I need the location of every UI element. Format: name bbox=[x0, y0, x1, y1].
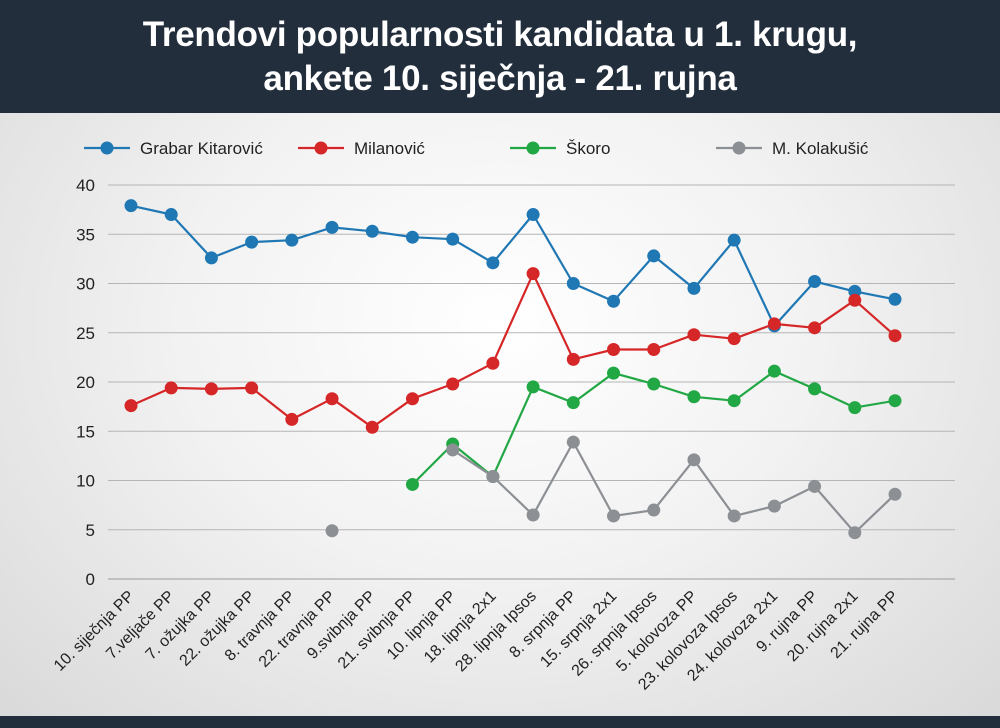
data-point-m-kolakusic bbox=[687, 453, 701, 467]
data-point-grabar-kitarovic bbox=[687, 281, 701, 295]
data-point-milanovic bbox=[848, 293, 862, 307]
data-point-milanovic bbox=[486, 356, 500, 370]
series-milanovic bbox=[124, 267, 902, 434]
data-point-skoro bbox=[647, 377, 661, 391]
data-point-grabar-kitarovic bbox=[405, 230, 419, 244]
data-point-milanovic bbox=[446, 377, 460, 391]
chart-header: Trendovi popularnosti kandidata u 1. kru… bbox=[0, 0, 1000, 113]
data-point-m-kolakusic bbox=[325, 524, 339, 538]
legend-item-skoro: Škoro bbox=[510, 139, 610, 158]
data-point-grabar-kitarovic bbox=[526, 208, 540, 222]
legend-item-milanovic: Milanović bbox=[298, 139, 425, 158]
data-point-grabar-kitarovic bbox=[365, 224, 379, 238]
data-point-grabar-kitarovic bbox=[727, 233, 741, 247]
data-point-skoro bbox=[808, 382, 822, 396]
data-point-m-kolakusic bbox=[727, 509, 741, 523]
data-point-milanovic bbox=[647, 342, 661, 356]
legend-label: M. Kolakušić bbox=[772, 139, 869, 158]
data-point-milanovic bbox=[405, 392, 419, 406]
legend-swatch-marker bbox=[100, 141, 114, 155]
data-point-m-kolakusic bbox=[607, 509, 621, 523]
footer-bar bbox=[0, 716, 1000, 728]
data-point-m-kolakusic bbox=[566, 435, 580, 449]
data-point-grabar-kitarovic bbox=[486, 256, 500, 270]
legend-label: Milanović bbox=[354, 139, 425, 158]
data-point-milanovic bbox=[767, 317, 781, 331]
data-point-skoro bbox=[848, 401, 862, 415]
data-point-grabar-kitarovic bbox=[647, 249, 661, 263]
data-point-milanovic bbox=[325, 392, 339, 406]
data-point-m-kolakusic bbox=[486, 470, 500, 484]
chart-title-line-2: ankete 10. siječnja - 21. rujna bbox=[263, 58, 737, 98]
y-axis: 0 5 10 15 20 25 30 35 40 bbox=[76, 176, 95, 589]
data-point-m-kolakusic bbox=[888, 487, 902, 501]
data-point-grabar-kitarovic bbox=[124, 199, 138, 213]
data-point-skoro bbox=[405, 477, 419, 491]
data-point-skoro bbox=[607, 366, 621, 380]
series-group bbox=[124, 199, 902, 540]
data-point-m-kolakusic bbox=[526, 508, 540, 522]
legend-item-grabar-kitarovic: Grabar Kitarović bbox=[84, 139, 263, 158]
y-tick-label: 30 bbox=[76, 275, 95, 294]
data-point-m-kolakusic bbox=[848, 526, 862, 540]
legend-item-m-kolakusic: M. Kolakušić bbox=[716, 139, 869, 158]
data-point-skoro bbox=[526, 380, 540, 394]
data-point-grabar-kitarovic bbox=[245, 235, 259, 249]
data-point-milanovic bbox=[888, 329, 902, 343]
data-point-milanovic bbox=[124, 399, 138, 413]
data-point-grabar-kitarovic bbox=[164, 208, 178, 222]
data-point-grabar-kitarovic bbox=[888, 292, 902, 306]
legend: Grabar Kitarović Milanović Škoro M. Kolakuš… bbox=[84, 139, 869, 158]
data-point-milanovic bbox=[285, 412, 299, 426]
data-point-skoro bbox=[888, 394, 902, 408]
y-tick-label: 35 bbox=[76, 225, 95, 244]
series-m-kolakusic bbox=[325, 435, 902, 540]
data-point-m-kolakusic bbox=[446, 443, 460, 457]
data-point-skoro bbox=[687, 390, 701, 404]
y-tick-label: 10 bbox=[76, 472, 95, 491]
data-point-milanovic bbox=[808, 321, 822, 335]
data-point-milanovic bbox=[526, 267, 540, 281]
series-grabar-kitarovic bbox=[124, 199, 902, 333]
series-line-m-kolakusic bbox=[452, 441, 896, 534]
data-point-milanovic bbox=[245, 381, 259, 395]
data-point-m-kolakusic bbox=[647, 503, 661, 517]
data-point-milanovic bbox=[727, 332, 741, 346]
legend-label: Škoro bbox=[566, 139, 610, 158]
y-tick-label: 15 bbox=[76, 422, 95, 441]
legend-label: Grabar Kitarović bbox=[140, 139, 263, 158]
legend-swatch-marker bbox=[732, 141, 746, 155]
series-line-grabar-kitarovic bbox=[130, 204, 896, 327]
data-point-milanovic bbox=[607, 342, 621, 356]
data-point-milanovic bbox=[164, 381, 178, 395]
data-point-grabar-kitarovic bbox=[204, 251, 218, 265]
y-tick-label: 40 bbox=[76, 176, 95, 195]
y-tick-label: 5 bbox=[86, 521, 95, 540]
legend-swatch-marker bbox=[314, 141, 328, 155]
data-point-milanovic bbox=[566, 352, 580, 366]
data-point-grabar-kitarovic bbox=[566, 277, 580, 290]
data-point-grabar-kitarovic bbox=[607, 294, 621, 308]
data-point-m-kolakusic bbox=[767, 499, 781, 513]
data-point-grabar-kitarovic bbox=[325, 220, 339, 234]
series-skoro bbox=[405, 364, 902, 491]
data-point-milanovic bbox=[687, 328, 701, 342]
data-point-grabar-kitarovic bbox=[446, 232, 460, 246]
data-point-grabar-kitarovic bbox=[808, 275, 822, 289]
data-point-milanovic bbox=[204, 382, 218, 396]
legend-swatch-marker bbox=[526, 141, 540, 155]
y-tick-label: 0 bbox=[86, 570, 95, 589]
data-point-skoro bbox=[566, 396, 580, 410]
y-tick-label: 25 bbox=[76, 324, 95, 343]
data-point-grabar-kitarovic bbox=[285, 233, 299, 247]
x-axis: 10. siječnja PP7.veljače PP7. ožujka PP2… bbox=[51, 588, 902, 694]
data-point-m-kolakusic bbox=[808, 479, 822, 493]
data-point-skoro bbox=[767, 364, 781, 378]
data-point-skoro bbox=[727, 394, 741, 408]
series-line-milanovic bbox=[130, 272, 896, 429]
data-point-milanovic bbox=[365, 420, 379, 434]
y-tick-label: 20 bbox=[76, 373, 95, 392]
chart-title-line-1: Trendovi popularnosti kandidata u 1. kru… bbox=[142, 14, 858, 54]
